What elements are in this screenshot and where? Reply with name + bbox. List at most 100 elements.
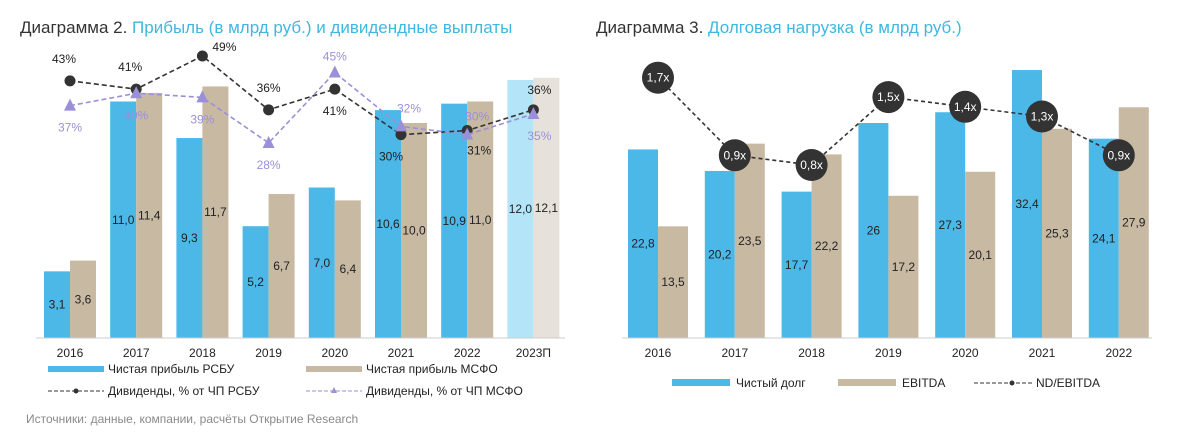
legend-label: Чистая прибыль РСБУ [108,362,235,376]
point-marker [64,98,76,111]
point-label: 0,9x [723,148,746,162]
x-tick-label: 2017 [123,346,150,360]
bar-label: 7,0 [313,256,330,270]
chart3-title-text: Долговая нагрузка (в млрд руб.) [708,18,962,37]
bar-label: 6,4 [339,262,356,276]
bar-ebitda-2017 [734,143,765,338]
point-label: 37% [58,121,82,135]
point-label: 30% [465,110,489,124]
point-marker [872,81,905,114]
legend-swatch-net-debt [672,379,730,386]
bar-label: 17,2 [892,260,916,274]
bar-rsbu-2021 [375,110,401,338]
point-label: 31% [467,144,491,158]
x-tick-label: 2022 [454,346,481,360]
bar-label: 25,3 [1045,226,1069,240]
chart3-title: Диаграмма 3. Долговая нагрузка (в млрд р… [596,18,962,38]
bar-label: 20,1 [969,248,993,262]
point-marker [795,149,828,181]
bar-msfo-2022 [467,101,494,338]
source-note: Источники: данные, компании, расчёты Отк… [26,412,359,426]
point-label: 28% [257,158,281,172]
bar-msfo-2018 [202,86,229,338]
bar-rsbu-2016 [44,271,70,338]
bar-ebitda-2018 [811,154,842,338]
point-label: 40% [124,108,148,122]
bar-label: 11,7 [204,205,227,219]
bar-label: 27,9 [1122,216,1146,230]
point-marker [263,104,275,116]
legend-swatch-msfo [306,366,362,372]
x-tick-label: 2018 [798,346,825,360]
legend-label: ND/EBITDA [1036,376,1100,390]
bar-msfo-2020 [334,200,361,338]
bar-label: 26 [867,223,881,237]
point-label: 36% [257,81,281,95]
legend-label: Дивиденды, % от ЧП РСБУ [108,384,260,398]
bar-label: 23,5 [738,234,762,248]
bar-net-debt-2020 [935,112,966,338]
legend-marker [73,388,79,394]
point-marker [461,127,474,140]
point-marker [1102,139,1135,172]
bar-label: 3,1 [49,298,66,312]
bar-label: 27,3 [939,218,963,232]
bar-label: 11,4 [138,208,161,222]
bar-label: 32,4 [1015,197,1039,211]
point-label: 30% [379,150,403,164]
bar-label: 13,5 [661,275,685,289]
bar-label: 5,2 [247,275,264,289]
point-marker [262,135,275,148]
line-rsbu [69,55,534,136]
x-tick-label: 2016 [57,346,84,360]
bar-label: 12,0 [509,202,533,216]
bar-rsbu-2020 [308,187,335,338]
bar-net-debt-2019 [858,122,889,338]
point-marker [196,50,208,62]
point-label: 1,7x [647,71,670,85]
x-tick-label: 2016 [645,346,672,360]
line-msfo [69,71,534,144]
point-marker [395,129,407,141]
point-marker [642,61,674,94]
point-label: 1,5x [877,90,900,104]
bar-net-debt-2022 [1088,138,1119,338]
bar-msfo-2016 [70,260,96,338]
bar-rsbu-2023П [507,80,534,338]
point-marker [527,106,540,119]
bar-ebitda-2021 [1042,128,1072,338]
legend-marker [1009,380,1015,386]
x-tick-label: 2022 [1105,346,1132,360]
point-label: 1,4x [954,100,977,114]
point-marker [395,119,407,132]
point-label: 45% [323,50,347,64]
x-tick-label: 2021 [1029,346,1056,360]
x-tick-label: 2017 [721,346,748,360]
legend-label: EBITDA [902,376,945,390]
point-marker [949,90,982,123]
legend-label: Дивиденды, % от ЧП МСФО [366,384,523,398]
bar-msfo-2023П [533,77,560,338]
point-marker [328,65,341,78]
point-label: 0,9x [1107,148,1130,162]
bar-net-debt-2017 [704,170,735,338]
x-tick-label: 2020 [952,346,979,360]
point-marker [196,90,209,103]
bar-label: 24,1 [1092,231,1116,245]
legend-label: Чистая прибыль МСФО [366,362,498,376]
bar-label: 22,8 [631,237,655,251]
point-label: 0,8x [800,158,823,172]
point-marker [64,75,76,87]
bar-rsbu-2019 [242,226,269,338]
point-marker [1026,100,1058,133]
point-marker [329,83,341,95]
bar-label: 10,0 [402,224,426,238]
bar-label: 17,7 [785,258,809,272]
point-label: 41% [323,104,347,118]
bar-label: 10,6 [376,217,400,231]
bar-rsbu-2017 [110,101,137,338]
x-tick-label: 2019 [255,346,282,360]
point-label: 36% [527,83,551,97]
bar-net-debt-2016 [628,149,658,338]
